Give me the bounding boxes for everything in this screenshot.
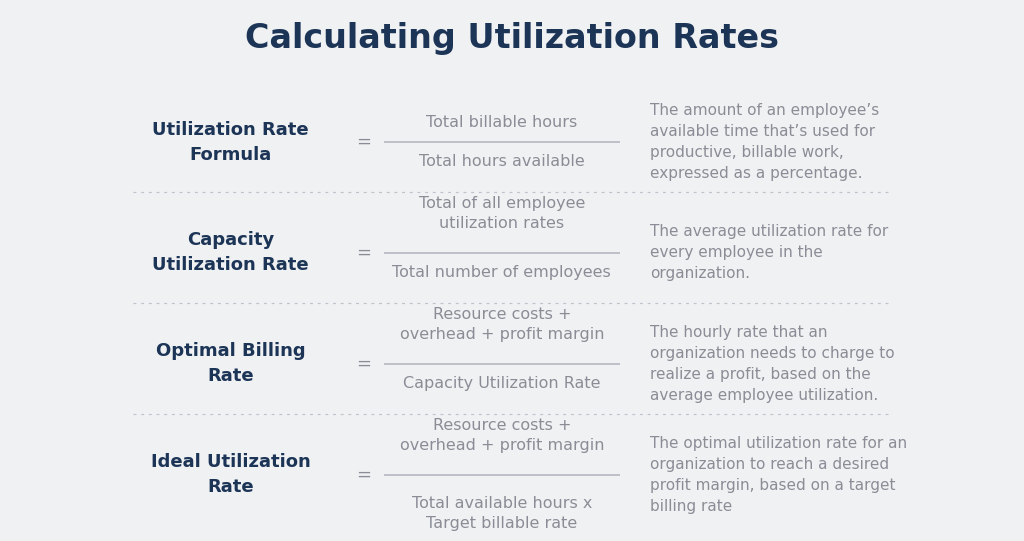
Text: Total available hours x
Target billable rate: Total available hours x Target billable … bbox=[412, 497, 592, 531]
Text: Capacity Utilization Rate: Capacity Utilization Rate bbox=[403, 375, 600, 391]
Text: The amount of an employee’s
available time that’s used for
productive, billable : The amount of an employee’s available ti… bbox=[650, 103, 880, 181]
Text: Capacity
Utilization Rate: Capacity Utilization Rate bbox=[153, 232, 308, 274]
Text: Ideal Utilization
Rate: Ideal Utilization Rate bbox=[151, 453, 310, 496]
Text: Total number of employees: Total number of employees bbox=[392, 265, 611, 280]
Text: Resource costs +
overhead + profit margin: Resource costs + overhead + profit margi… bbox=[399, 418, 604, 453]
Text: =: = bbox=[356, 133, 371, 151]
Text: The hourly rate that an
organization needs to charge to
realize a profit, based : The hourly rate that an organization nee… bbox=[650, 325, 895, 403]
Text: The optimal utilization rate for an
organization to reach a desired
profit margi: The optimal utilization rate for an orga… bbox=[650, 436, 907, 514]
Text: Total of all employee
utilization rates: Total of all employee utilization rates bbox=[419, 196, 585, 232]
Text: Calculating Utilization Rates: Calculating Utilization Rates bbox=[245, 22, 779, 55]
Text: Optimal Billing
Rate: Optimal Billing Rate bbox=[156, 342, 305, 385]
Text: Resource costs +
overhead + profit margin: Resource costs + overhead + profit margi… bbox=[399, 307, 604, 342]
Text: Total billable hours: Total billable hours bbox=[426, 115, 578, 130]
Text: Total hours available: Total hours available bbox=[419, 154, 585, 169]
Text: The average utilization rate for
every employee in the
organization.: The average utilization rate for every e… bbox=[650, 225, 889, 281]
Text: =: = bbox=[356, 355, 371, 373]
Text: =: = bbox=[356, 466, 371, 484]
Text: =: = bbox=[356, 244, 371, 262]
Text: Utilization Rate
Formula: Utilization Rate Formula bbox=[153, 121, 308, 163]
